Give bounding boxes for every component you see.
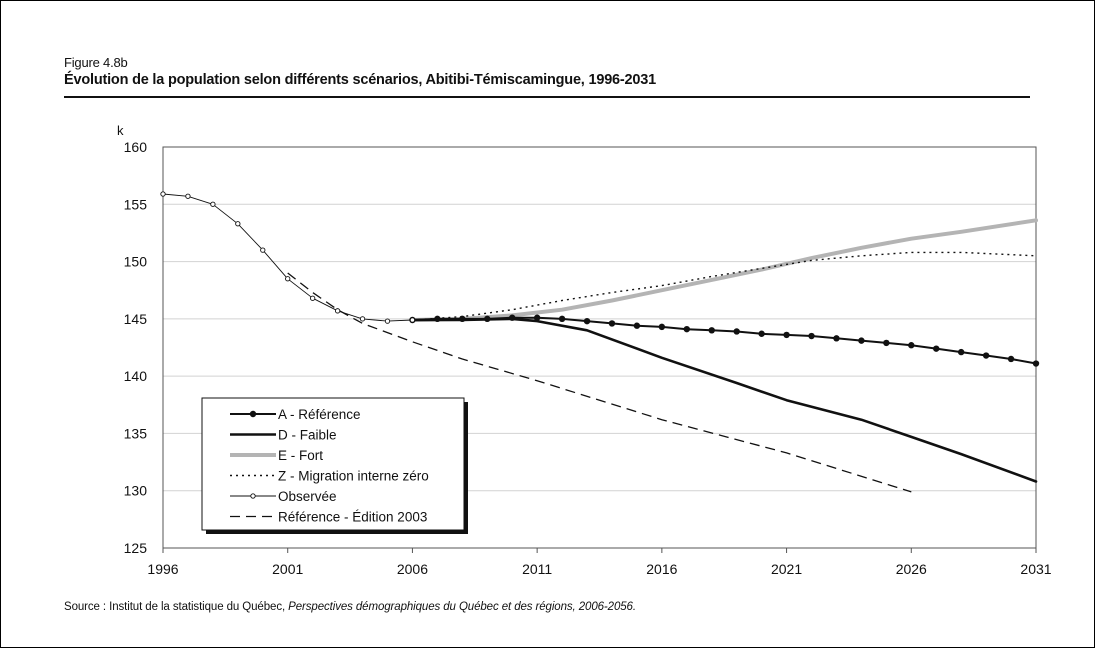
x-tick-label-7: 2031 xyxy=(1020,561,1051,577)
series-line-4 xyxy=(162,193,413,322)
y-tick-label-7: 160 xyxy=(124,139,148,155)
legend-label-1: D - Faible xyxy=(278,428,337,443)
y-tick-label-2: 135 xyxy=(124,425,148,441)
series-point-0-25 xyxy=(1032,360,1040,367)
legend-label-0: A - Référence xyxy=(278,407,361,422)
legend-marker-0 xyxy=(249,410,257,418)
series-point-4-5 xyxy=(285,276,291,282)
figure-title: Évolution de la population selon différe… xyxy=(64,72,657,88)
series-point-4-6 xyxy=(310,295,316,301)
title-rule xyxy=(64,96,1030,98)
y-axis-label: k xyxy=(117,123,124,138)
series-line-1 xyxy=(411,317,1038,483)
series-point-0-10 xyxy=(658,323,666,331)
legend-label-3: Z - Migration interne zéro xyxy=(278,469,429,484)
series-point-0-15 xyxy=(783,331,790,339)
legend-box xyxy=(201,397,465,531)
series-point-0-2 xyxy=(459,315,466,323)
series-point-0-5 xyxy=(533,314,541,321)
series-point-4-10 xyxy=(409,317,416,323)
source-note: Source : Institut de la statistique du Q… xyxy=(64,601,636,613)
series-point-4-8 xyxy=(359,316,366,322)
series-point-4-1 xyxy=(185,193,191,199)
series-point-0-18 xyxy=(858,337,865,344)
y-tick-label-0: 125 xyxy=(124,540,148,556)
series-line-0 xyxy=(411,316,1037,365)
series-line-5 xyxy=(287,272,912,493)
series-point-4-0 xyxy=(160,191,166,197)
series-point-0-24 xyxy=(1007,355,1015,363)
legend-label-5: Référence - Édition 2003 xyxy=(278,510,427,525)
figure-label: Figure 4.8b xyxy=(64,55,128,70)
y-tick-label-3: 140 xyxy=(124,368,148,384)
series-line-3 xyxy=(412,251,1037,321)
series-point-0-23 xyxy=(982,352,990,359)
legend-marker-4 xyxy=(250,493,256,499)
series-point-0-8 xyxy=(608,320,616,327)
x-tick-label-1: 2001 xyxy=(272,561,303,577)
series-point-4-2 xyxy=(210,201,216,207)
series-point-0-14 xyxy=(758,330,765,337)
source-prefix: Source : Institut de la statistique du Q… xyxy=(64,601,289,613)
series-point-4-9 xyxy=(384,318,391,324)
plot-area xyxy=(162,146,1037,549)
series-point-0-11 xyxy=(683,325,690,333)
legend: A - Référence D - Faible E - Fort Z - Migra… xyxy=(201,397,468,534)
y-tick-label-4: 145 xyxy=(124,311,148,327)
x-tick-label-4: 2016 xyxy=(646,561,677,577)
x-tick-label-3: 2011 xyxy=(522,561,552,577)
y-tick-label-5: 150 xyxy=(124,254,148,270)
x-axis: 1996 2001 2006 2011 2016 2021 2026 2031 xyxy=(147,548,1052,577)
y-tick-label-6: 155 xyxy=(124,196,148,212)
x-tick-label-5: 2021 xyxy=(771,561,802,577)
series-point-0-16 xyxy=(808,332,815,340)
series-point-4-7 xyxy=(334,308,341,314)
series-point-0-21 xyxy=(933,345,940,352)
series-point-0-1 xyxy=(434,315,441,323)
series-point-0-17 xyxy=(833,335,840,342)
series-point-0-4 xyxy=(509,314,516,321)
legend-label-4: Observée xyxy=(278,489,337,504)
x-tick-label-6: 2026 xyxy=(896,561,927,577)
series-point-0-9 xyxy=(633,322,641,329)
x-tick-label-0: 1996 xyxy=(147,561,178,577)
source-title: Perspectives démographiques du Québec et… xyxy=(288,601,636,613)
series-point-0-3 xyxy=(484,315,491,323)
y-tick-label-1: 130 xyxy=(124,483,148,499)
series-point-0-22 xyxy=(957,348,965,356)
series-point-0-7 xyxy=(583,317,591,325)
series-point-0-12 xyxy=(708,327,715,334)
series-point-0-13 xyxy=(733,328,740,335)
series-point-0-19 xyxy=(883,339,890,347)
series-point-0-20 xyxy=(908,342,915,349)
series-point-4-3 xyxy=(235,221,241,227)
series-line-2 xyxy=(410,218,1038,322)
y-axis: 125 130 135 140 145 150 155 160 xyxy=(124,139,148,556)
legend-label-2: E - Fort xyxy=(278,448,323,463)
series-lines xyxy=(160,191,1040,493)
series-point-0-6 xyxy=(558,315,566,323)
x-tick-label-2: 2006 xyxy=(397,561,428,577)
series-point-4-4 xyxy=(260,247,266,253)
